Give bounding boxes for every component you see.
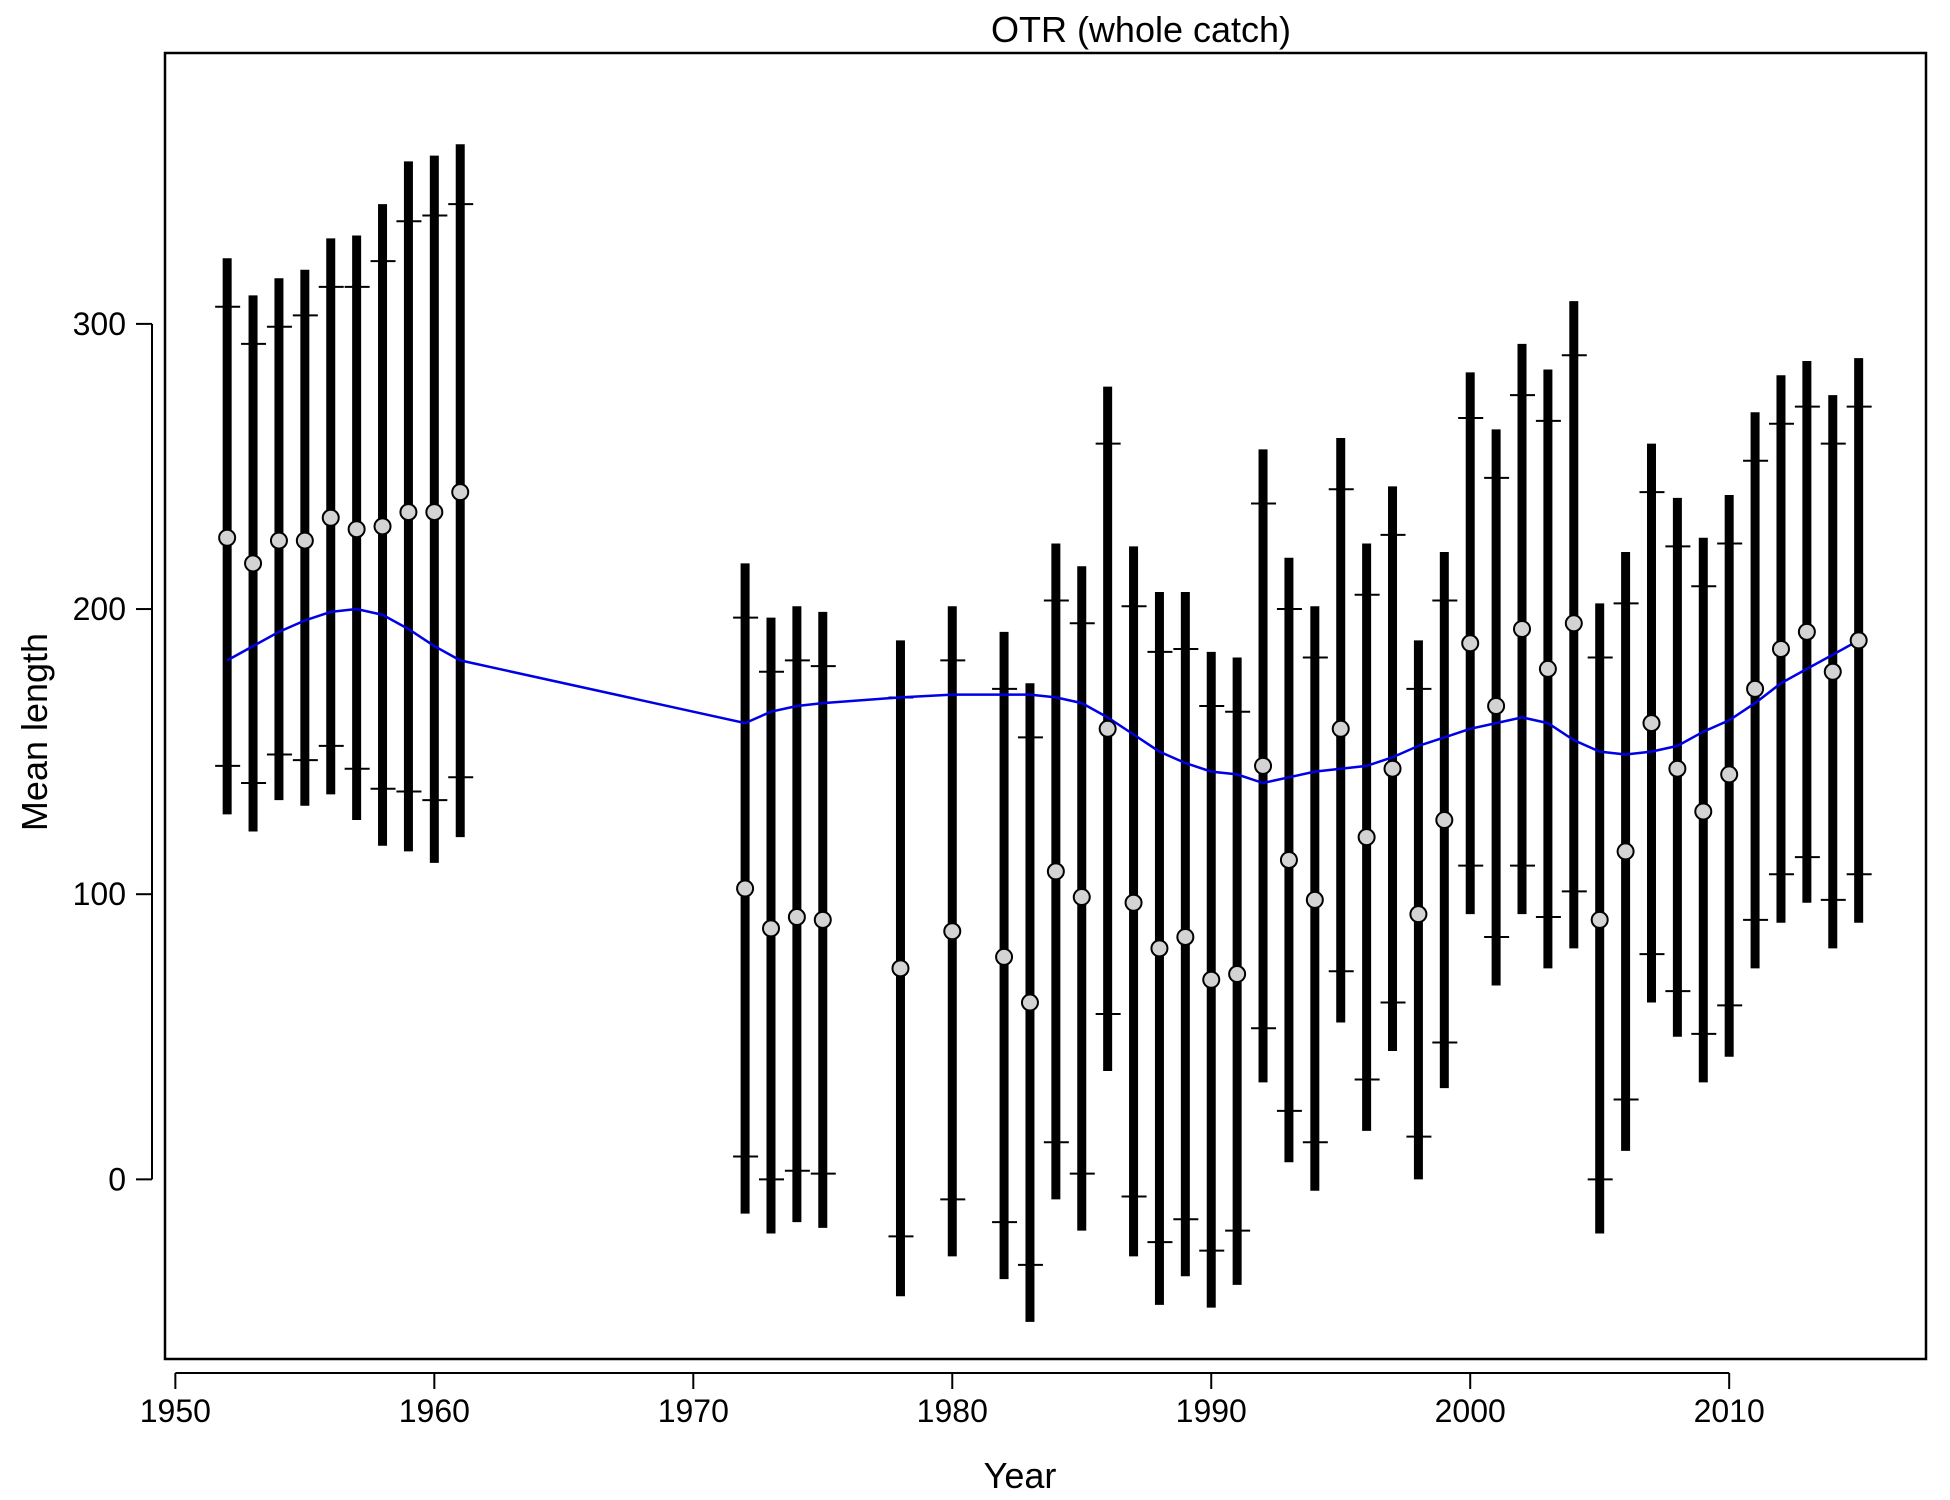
observed-point-2012	[1771, 639, 1790, 658]
x-axis: 1950 1960 1970 1980 1990 2000 2010	[140, 1372, 1765, 1429]
x-tick-label-1980: 1980	[917, 1393, 988, 1429]
y-axis: 0 100 200 300	[73, 306, 153, 1197]
x-axis-label: Year	[984, 1455, 1057, 1496]
observed-point-2006	[1616, 842, 1635, 861]
observed-point-1994	[1305, 890, 1324, 909]
observed-point-1984	[1046, 862, 1065, 881]
observed-point-1991	[1228, 965, 1247, 984]
observed-point-2014	[1823, 662, 1842, 681]
plot-frame	[163, 51, 1928, 1361]
observed-point-1985	[1072, 888, 1091, 907]
observed-point-1978	[891, 959, 910, 978]
x-tick-label-2010: 2010	[1694, 1393, 1765, 1429]
observed-point-1960	[425, 503, 444, 522]
y-axis-label: Mean length	[14, 633, 55, 831]
y-tick-label-0: 0	[108, 1161, 126, 1197]
observed-point-1986	[1098, 719, 1117, 738]
expected-line-group	[226, 607, 1860, 785]
x-tick-label-1950: 1950	[140, 1393, 211, 1429]
observed-point-2010	[1720, 765, 1739, 784]
observed-point-1956	[321, 508, 340, 527]
observed-point-1993	[1279, 850, 1298, 869]
x-tick-label-1970: 1970	[658, 1393, 729, 1429]
observed-point-2013	[1797, 622, 1816, 641]
y-tick-label-300: 300	[73, 306, 126, 342]
observed-point-1998	[1409, 905, 1428, 924]
observed-point-1954	[269, 531, 288, 550]
observed-point-2011	[1746, 679, 1765, 698]
observed-point-1953	[244, 554, 263, 573]
observed-points	[218, 483, 1868, 1012]
observed-point-2001	[1487, 697, 1506, 715]
observed-point-2002	[1513, 620, 1532, 639]
chart-title: OTR (whole catch)	[991, 9, 1291, 50]
observed-bars	[215, 144, 1872, 1322]
observed-point-1983	[1020, 993, 1039, 1012]
observed-point-1958	[373, 517, 392, 536]
observed-point-1996	[1357, 828, 1376, 847]
observed-point-2004	[1564, 614, 1583, 633]
observed-point-1980	[943, 922, 962, 941]
observed-point-1995	[1331, 719, 1350, 738]
x-tick-label-1990: 1990	[1176, 1393, 1247, 1429]
x-tick-label-2000: 2000	[1435, 1393, 1506, 1429]
observed-point-1987	[1124, 893, 1143, 912]
y-tick-label-100: 100	[73, 876, 126, 912]
x-tick-label-1960: 1960	[399, 1393, 470, 1429]
observed-point-1959	[399, 503, 418, 522]
observed-point-2015	[1849, 631, 1868, 650]
observed-point-2000	[1461, 634, 1480, 653]
observed-point-1961	[451, 483, 470, 502]
observed-point-2007	[1642, 714, 1661, 733]
observed-point-2005	[1590, 910, 1609, 929]
observed-point-1972	[736, 879, 755, 898]
observed-point-1982	[995, 947, 1014, 966]
observed-point-1988	[1150, 939, 1169, 958]
observed-point-1999	[1435, 811, 1454, 830]
observed-point-2009	[1694, 802, 1713, 821]
observed-point-1973	[761, 919, 780, 938]
observed-point-1957	[347, 520, 366, 539]
observed-point-1990	[1202, 970, 1221, 989]
observed-point-1974	[787, 908, 806, 927]
observed-point-1955	[295, 531, 314, 550]
observed-point-1989	[1176, 927, 1195, 946]
observed-point-1992	[1254, 756, 1273, 775]
expected-mean-line	[226, 607, 1860, 785]
observed-point-1997	[1383, 759, 1402, 778]
y-tick-label-200: 200	[73, 591, 126, 627]
observed-point-1975	[813, 910, 832, 929]
observed-point-1952	[218, 528, 237, 547]
observed-point-2003	[1538, 659, 1557, 678]
observed-point-2008	[1668, 759, 1687, 778]
